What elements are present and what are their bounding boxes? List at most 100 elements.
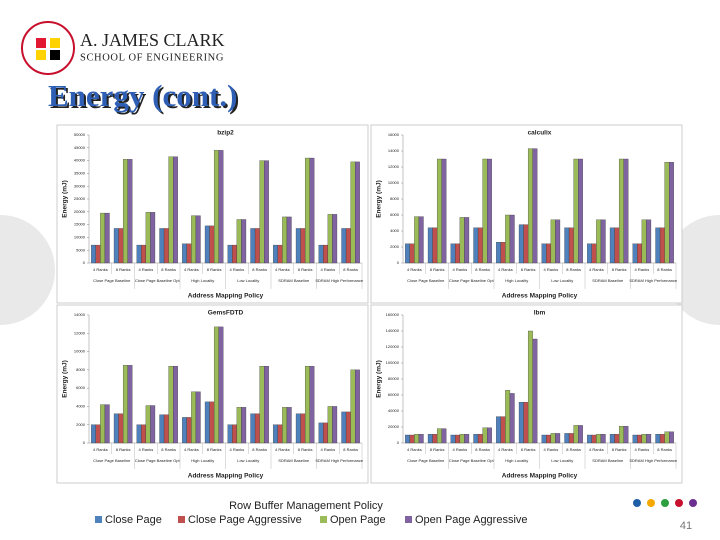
bar — [241, 219, 247, 264]
bar — [95, 424, 101, 444]
logo-seal — [21, 21, 75, 75]
bar — [414, 216, 420, 264]
x-tick-label: 8 Ranks — [566, 447, 581, 452]
bar — [332, 214, 338, 264]
bar — [477, 227, 483, 264]
bar — [264, 160, 269, 264]
bar — [464, 434, 470, 444]
x-group-label: Close Page Baseline — [93, 458, 131, 463]
x-tick-label: 4 Ranks — [275, 267, 290, 272]
decor-circle — [0, 215, 55, 325]
bar — [168, 156, 174, 264]
bar — [487, 158, 492, 264]
bar — [145, 405, 151, 444]
y-tick-label: 140000 — [386, 328, 400, 333]
bar — [600, 434, 606, 444]
x-tick-label: 4 Ranks — [93, 267, 108, 272]
bar — [669, 162, 674, 264]
x-tick-label: 8 Ranks — [298, 267, 313, 272]
bar — [282, 407, 288, 444]
x-tick-label: 8 Ranks — [475, 447, 490, 452]
y-tick-label: 2000 — [76, 422, 86, 427]
y-tick-label: 0 — [397, 260, 400, 265]
y-tick-label: 12000 — [74, 330, 86, 335]
bar — [309, 366, 315, 444]
bar — [168, 366, 174, 444]
bar — [487, 427, 492, 444]
bar — [555, 433, 561, 444]
legend-swatch — [95, 516, 102, 523]
bar — [163, 414, 169, 444]
x-tick-label: 4 Ranks — [93, 447, 108, 452]
chart-title: GemsFDTD — [208, 310, 244, 317]
x-tick-label: 4 Ranks — [635, 447, 650, 452]
bar — [518, 224, 524, 264]
x-tick-label: 4 Ranks — [321, 267, 336, 272]
bar — [523, 224, 529, 264]
bar — [304, 366, 310, 444]
bar — [159, 228, 165, 264]
x-group-label: High Locality — [505, 458, 528, 463]
bar — [436, 428, 442, 444]
bar — [163, 228, 169, 264]
bar — [523, 402, 529, 444]
bar — [91, 424, 96, 444]
x-tick-label: 4 Ranks — [230, 267, 245, 272]
bar — [182, 417, 187, 444]
bar — [409, 243, 415, 264]
bar — [568, 227, 574, 264]
bar — [159, 414, 165, 444]
x-axis-label: Address Mapping Policy — [502, 293, 578, 300]
bar — [455, 243, 461, 264]
bar — [427, 227, 433, 264]
bar — [218, 326, 224, 444]
bar — [104, 404, 110, 444]
bar — [150, 212, 156, 264]
x-tick-label: 8 Ranks — [116, 447, 131, 452]
bar — [232, 424, 238, 444]
bar — [596, 434, 602, 444]
bar — [587, 434, 592, 444]
bar — [427, 434, 433, 444]
bar — [409, 434, 415, 444]
bar — [550, 219, 556, 264]
bar — [646, 434, 652, 444]
bar — [204, 225, 210, 264]
y-tick-label: 6000 — [76, 385, 86, 390]
bar — [623, 158, 629, 264]
bar — [286, 407, 292, 444]
bar — [418, 434, 424, 444]
x-tick-label: 4 Ranks — [275, 447, 290, 452]
bar — [555, 219, 561, 264]
bar — [646, 219, 652, 264]
legend-label: Open Page Aggressive — [415, 514, 528, 526]
y-tick-label: 20000 — [388, 424, 400, 429]
bar — [259, 366, 265, 444]
y-tick-label: 40000 — [74, 158, 86, 163]
x-tick-label: 8 Ranks — [343, 447, 358, 452]
bar — [641, 219, 647, 264]
chart-panel — [56, 304, 369, 484]
bar — [259, 160, 265, 264]
chart-panel — [370, 124, 683, 304]
bar — [250, 413, 256, 444]
bar — [141, 244, 147, 264]
decor-dots — [633, 499, 697, 507]
bar — [254, 413, 260, 444]
bar — [655, 434, 661, 444]
bar — [232, 244, 238, 264]
bar — [505, 214, 511, 264]
y-tick-label: 4000 — [76, 403, 86, 408]
bar — [213, 326, 219, 444]
bar — [209, 401, 215, 444]
x-tick-label: 4 Ranks — [139, 267, 154, 272]
legend-title: Row Buffer Management Policy — [229, 500, 383, 512]
bar — [195, 391, 201, 444]
x-tick-label: 4 Ranks — [321, 447, 336, 452]
bar — [286, 216, 292, 264]
bar — [496, 416, 501, 444]
x-axis-label: Address Mapping Policy — [188, 473, 264, 480]
bar — [236, 219, 242, 264]
x-group-label: Close Page Baseline — [93, 278, 131, 283]
bar — [532, 338, 538, 444]
